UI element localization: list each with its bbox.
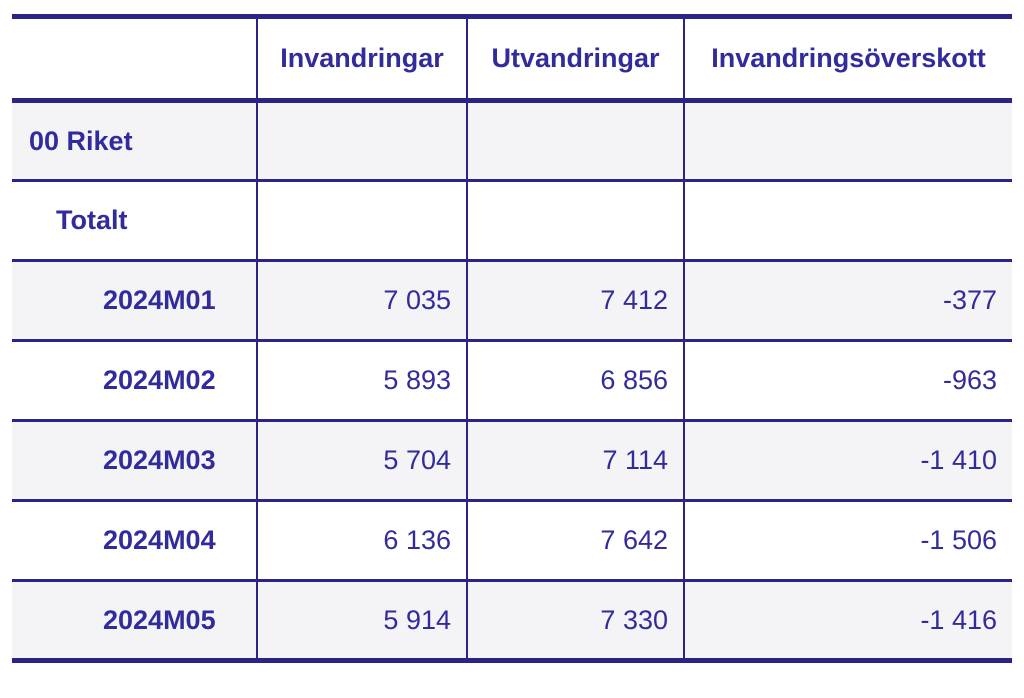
data-cell: [683, 179, 1012, 261]
table-row-2024m01: 2024M01 7 035 7 412 -377: [12, 259, 1012, 341]
data-cell: [256, 179, 467, 261]
table-row-riket: 00 Riket: [12, 100, 1012, 181]
data-cell: [683, 100, 1012, 181]
header-cell-invandringsoverskott: Invandringsöverskott: [683, 16, 1012, 103]
data-cell: 5 914: [256, 579, 467, 661]
data-cell: 7 035: [256, 259, 467, 341]
table-row-totalt: Totalt: [12, 179, 1012, 261]
data-cell: -1 410: [683, 419, 1012, 501]
data-cell: -1 416: [683, 579, 1012, 661]
row-label-00-riket: 00 Riket: [29, 125, 133, 156]
header-cell-utvandringar: Utvandringar: [466, 16, 684, 103]
data-cell: [466, 100, 684, 181]
data-cell: 7 330: [466, 579, 684, 661]
data-cell: [256, 100, 467, 181]
table-row-2024m05: 2024M05 5 914 7 330 -1 416: [12, 579, 1012, 661]
data-cell: [466, 179, 684, 261]
data-cell: 7 642: [466, 499, 684, 581]
header-cell-stub: [12, 16, 257, 103]
data-cell: 6 856: [466, 339, 684, 421]
migration-statistics-table: Invandringar Utvandringar Invandringsöve…: [12, 14, 1012, 663]
row-label-2024m01: 2024M01: [12, 259, 257, 341]
row-label-2024m05: 2024M05: [12, 579, 257, 661]
data-cell: -1 506: [683, 499, 1012, 581]
row-label-totalt: Totalt: [12, 179, 257, 261]
table-row-2024m02: 2024M02 5 893 6 856 -963: [12, 339, 1012, 421]
data-cell: 7 412: [466, 259, 684, 341]
data-cell: -963: [683, 339, 1012, 421]
row-label-2024m03: 2024M03: [12, 419, 257, 501]
table-row-2024m04: 2024M04 6 136 7 642 -1 506: [12, 499, 1012, 581]
header-row: Invandringar Utvandringar Invandringsöve…: [12, 16, 1012, 103]
data-cell: 5 704: [256, 419, 467, 501]
data-cell: 7 114: [466, 419, 684, 501]
header-cell-invandringar: Invandringar: [256, 16, 467, 103]
row-label-2024m02: 2024M02: [12, 339, 257, 421]
row-label-2024m04: 2024M04: [12, 499, 257, 581]
data-cell: 5 893: [256, 339, 467, 421]
table-row-2024m03: 2024M03 5 704 7 114 -1 410: [12, 419, 1012, 501]
statistics-table-page: Invandringar Utvandringar Invandringsöve…: [0, 14, 1024, 698]
data-cell: 6 136: [256, 499, 467, 581]
data-cell: -377: [683, 259, 1012, 341]
